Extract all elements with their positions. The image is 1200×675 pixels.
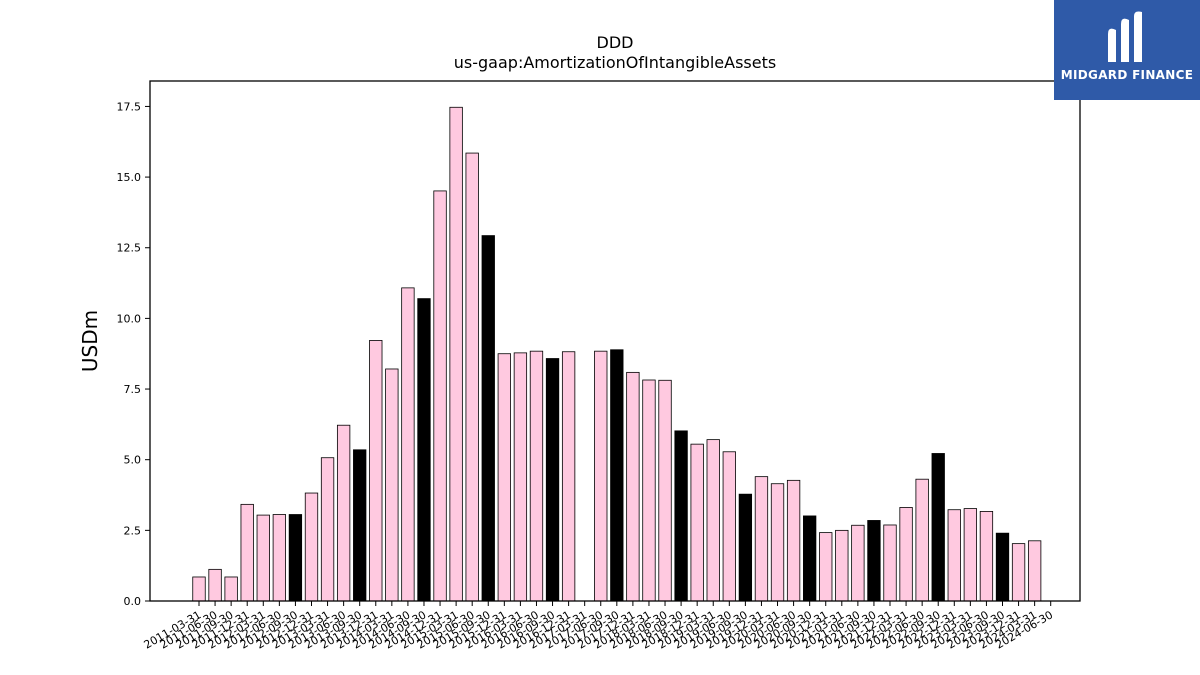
bar bbox=[272, 514, 287, 602]
bar bbox=[449, 106, 463, 602]
bar bbox=[224, 576, 238, 602]
bar bbox=[803, 515, 817, 602]
bar bbox=[561, 351, 576, 602]
y-axis: 0.0 2.5 5.0 7.5 10.0 12.5 15.0 17.5 bbox=[117, 100, 150, 608]
bar bbox=[417, 298, 431, 602]
bar bbox=[320, 457, 335, 602]
bar bbox=[256, 514, 270, 602]
y-tick-label: 15.0 bbox=[117, 171, 142, 184]
bar bbox=[353, 449, 367, 602]
bar bbox=[626, 371, 640, 602]
bar bbox=[481, 235, 495, 602]
bar bbox=[594, 350, 608, 602]
bar bbox=[401, 287, 415, 602]
bar bbox=[192, 576, 206, 602]
logo-mark-icon bbox=[1108, 11, 1142, 63]
chart-title: DDD bbox=[597, 33, 634, 52]
bar bbox=[770, 483, 785, 602]
bar bbox=[674, 430, 688, 602]
bar bbox=[385, 368, 399, 602]
bar bbox=[690, 443, 704, 602]
bars-group bbox=[192, 106, 1042, 602]
bar bbox=[979, 511, 994, 602]
y-axis-label: USDm bbox=[78, 310, 102, 372]
bar bbox=[851, 524, 865, 602]
bar bbox=[786, 479, 801, 602]
bar bbox=[1027, 540, 1042, 602]
bar bbox=[610, 349, 624, 602]
chart-subtitle: us-gaap:AmortizationOfIntangibleAssets bbox=[454, 53, 776, 72]
bar bbox=[915, 478, 929, 602]
bar bbox=[497, 353, 511, 602]
bar bbox=[642, 379, 656, 602]
y-tick-label: 7.5 bbox=[124, 383, 142, 396]
bar bbox=[336, 424, 351, 602]
bar bbox=[754, 476, 769, 602]
bar bbox=[819, 532, 833, 602]
bar bbox=[513, 352, 528, 602]
bar bbox=[545, 358, 560, 602]
bar bbox=[883, 524, 897, 602]
y-tick-label: 2.5 bbox=[124, 524, 142, 537]
y-tick-label: 5.0 bbox=[124, 454, 142, 467]
y-tick-label: 12.5 bbox=[117, 242, 142, 255]
bar bbox=[465, 152, 479, 602]
logo-text: MIDGARD FINANCE bbox=[1060, 68, 1194, 82]
bar bbox=[706, 439, 720, 602]
plot-frame bbox=[149, 80, 1081, 602]
bar bbox=[208, 568, 222, 602]
bar bbox=[529, 350, 544, 602]
bar bbox=[658, 379, 672, 602]
bar bbox=[867, 520, 881, 602]
bar bbox=[995, 532, 1010, 602]
bar bbox=[722, 451, 736, 602]
bar bbox=[369, 340, 383, 602]
bar bbox=[963, 508, 978, 602]
y-tick-label: 0.0 bbox=[124, 595, 142, 608]
brand-logo: MIDGARD FINANCE bbox=[1054, 0, 1200, 100]
bar bbox=[931, 453, 945, 602]
y-tick-label: 17.5 bbox=[117, 100, 142, 113]
bar bbox=[288, 514, 303, 602]
bar bbox=[947, 509, 961, 602]
bar bbox=[899, 507, 913, 602]
bar bbox=[304, 492, 319, 602]
bar bbox=[1011, 543, 1026, 602]
x-axis: 2011-03-312011-06-302011-09-302011-12-31… bbox=[142, 601, 1055, 652]
bar bbox=[240, 503, 254, 602]
y-tick-label: 10.0 bbox=[117, 312, 142, 325]
bar bbox=[738, 493, 753, 602]
bar bbox=[433, 190, 447, 602]
bar bbox=[835, 529, 849, 602]
